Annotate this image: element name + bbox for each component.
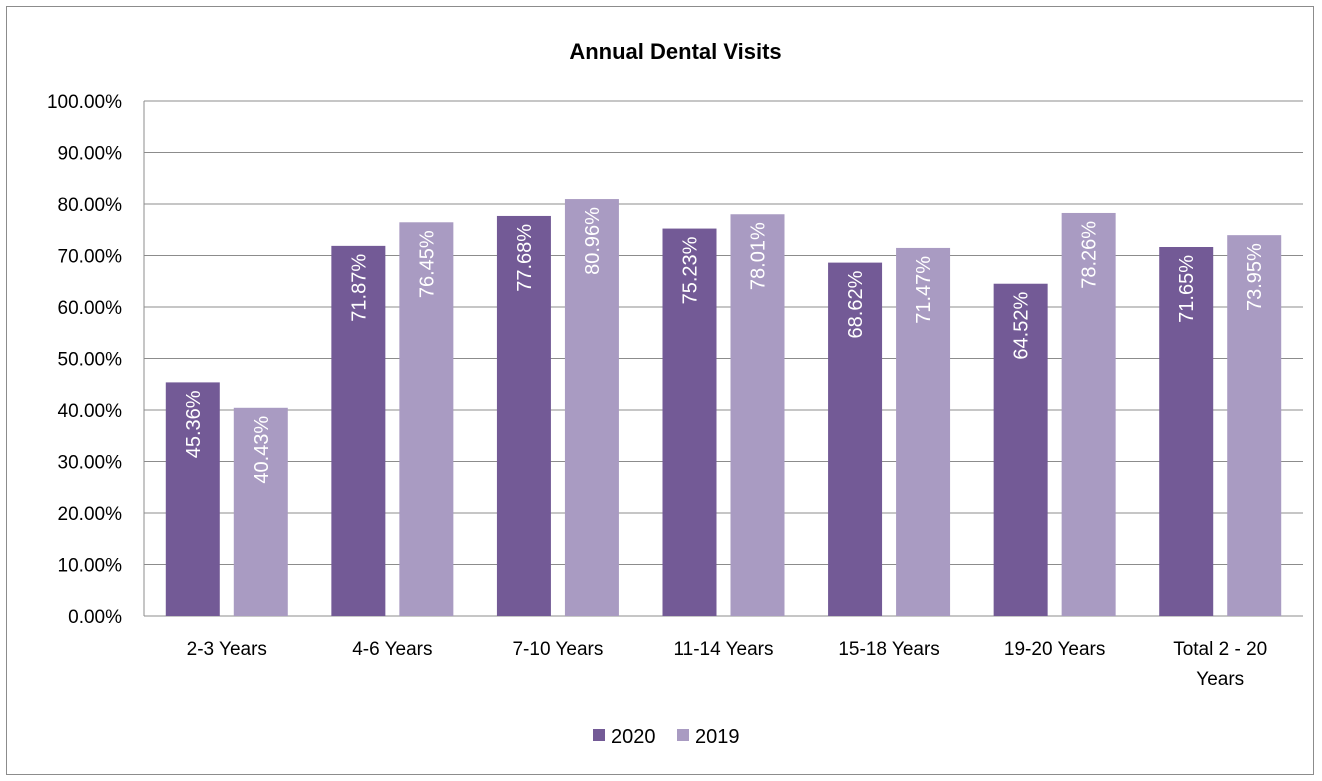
- y-axis-ticks: 0.00% 10.00% 20.00% 30.00% 40.00% 50.00% 60.00…: [47, 92, 122, 628]
- x-tick-label: 7-10 Years: [512, 639, 603, 660]
- data-label: 75.23%: [680, 236, 702, 304]
- data-label: 78.01%: [748, 222, 770, 290]
- bar-2019: [1061, 212, 1116, 616]
- data-label: 80.96%: [582, 207, 604, 275]
- legend-swatch: [593, 729, 605, 741]
- y-tick-label: 100.00%: [47, 92, 122, 113]
- bar-2020: [331, 245, 386, 616]
- bar-2020: [828, 262, 883, 616]
- y-tick-label: 80.00%: [58, 195, 123, 216]
- y-tick-label: 50.00%: [58, 350, 123, 371]
- data-label: 71.87%: [348, 254, 370, 322]
- data-labels: 45.36% 40.43% 71.87% 76.45% 77.68% 80.96% 75.2…: [183, 207, 1266, 484]
- data-label: 64.52%: [1011, 292, 1033, 360]
- bar-2019: [730, 214, 785, 616]
- x-tick-label: 11-14 Years: [673, 639, 773, 660]
- data-label: 73.95%: [1244, 243, 1266, 311]
- data-label: 68.62%: [845, 270, 867, 338]
- data-label: 71.65%: [1176, 255, 1198, 323]
- bar-2020: [165, 382, 220, 616]
- legend-label: 2019: [695, 726, 740, 748]
- data-label: 45.36%: [183, 390, 205, 458]
- data-label: 78.26%: [1079, 221, 1101, 289]
- legend-swatch: [677, 729, 689, 741]
- y-tick-label: 60.00%: [58, 298, 123, 319]
- data-label: 76.45%: [416, 230, 438, 298]
- gridlines: [143, 100, 1303, 617]
- data-label: 71.47%: [913, 256, 935, 324]
- legend-label: 2020: [611, 726, 656, 748]
- x-tick-label: 2-3 Years: [187, 639, 267, 660]
- y-tick-label: 0.00%: [68, 607, 122, 628]
- bar-2020: [496, 215, 551, 616]
- x-tick-label: 4-6 Years: [352, 639, 432, 660]
- x-tick-label: 19-20 Years: [1004, 639, 1105, 660]
- x-tick-label: 15-18 Years: [838, 639, 939, 660]
- bar-2020: [993, 283, 1048, 616]
- bar-2020: [662, 228, 717, 617]
- bar-2019: [564, 199, 619, 616]
- chart-frame: Annual Dental Visits 0.00% 10.00% 20.00% 30…: [6, 6, 1314, 775]
- bar-2019: [399, 222, 454, 616]
- y-tick-label: 40.00%: [58, 401, 123, 422]
- y-tick-label: 20.00%: [58, 504, 123, 525]
- data-label: 77.68%: [514, 224, 536, 292]
- bar-2019: [1227, 235, 1282, 616]
- bar-2020: [1159, 247, 1214, 616]
- data-label: 40.43%: [251, 416, 273, 484]
- y-tick-label: 10.00%: [58, 556, 123, 577]
- bars: [165, 199, 1282, 617]
- x-axis-ticks: 2-3 Years 4-6 Years 7-10 Years 11-14 Years 1…: [187, 639, 1268, 690]
- y-tick-label: 30.00%: [58, 453, 123, 474]
- legend: 2020 2019: [593, 726, 740, 748]
- x-tick-label: Total 2 - 20 Years: [1173, 639, 1267, 690]
- bar-chart: Annual Dental Visits 0.00% 10.00% 20.00% 30…: [47, 39, 1303, 748]
- bar-2019: [233, 407, 288, 616]
- y-tick-label: 70.00%: [58, 247, 123, 268]
- y-tick-label: 90.00%: [58, 144, 123, 165]
- chart-title: Annual Dental Visits: [569, 39, 781, 64]
- bar-2019: [896, 247, 951, 616]
